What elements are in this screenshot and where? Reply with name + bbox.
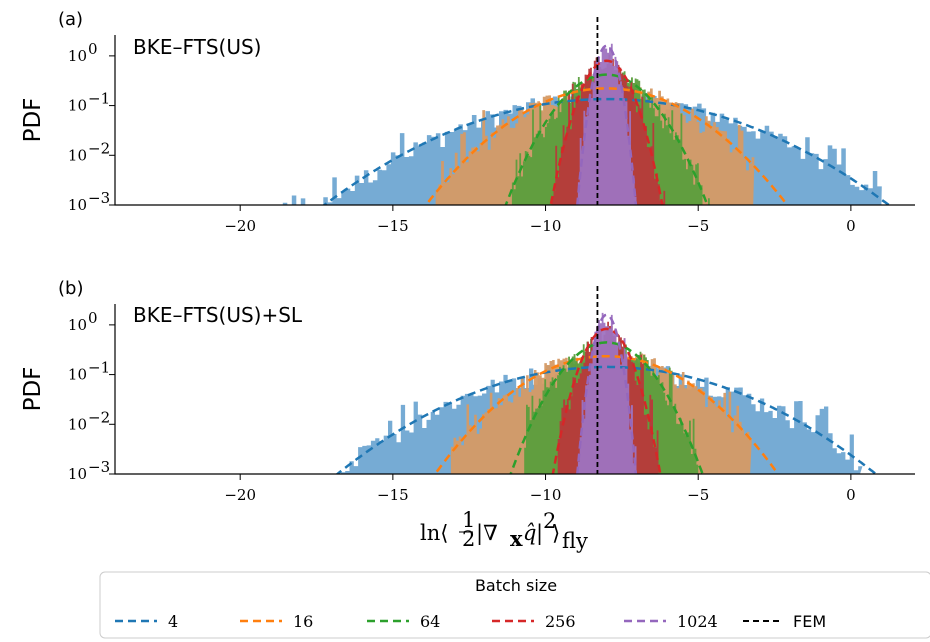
legend-label-16: 16 — [293, 612, 313, 631]
xlabel-frac-num: 1 — [462, 508, 475, 532]
panel-b-ytick-label-2: 10 — [68, 366, 87, 384]
panel-a-title: BKE–FTS(US) — [133, 35, 261, 59]
panel-a-ytick-label-2: 10 — [68, 97, 87, 115]
panel-a-ytick-label-1: 10 — [68, 146, 87, 164]
panel-b-ytick-label-1: 10 — [68, 415, 87, 433]
xlabel-qhat: q̂ — [523, 521, 536, 545]
panel-b-fit-4 — [335, 365, 878, 474]
panel-b-ytick-label-3: 10 — [68, 316, 87, 334]
panel-b-histogram-1024 — [576, 312, 641, 474]
panel-b-xtick-label-0: −20 — [224, 486, 256, 504]
panel-b-fit-16 — [433, 354, 780, 474]
panel-a-xtick-label-4: 0 — [846, 217, 856, 235]
panel-b-xtick-label-3: −5 — [687, 486, 709, 504]
panel-a-xtick-label-3: −5 — [687, 217, 709, 235]
legend-label-4: 4 — [168, 612, 178, 631]
legend-fem-label: FEM — [793, 612, 826, 631]
xlabel-sub-fly: fly — [562, 529, 588, 553]
panel-a-fit-16 — [424, 87, 789, 205]
panel-b-fit-64 — [509, 341, 704, 474]
panel-b-xtick-label-1: −15 — [377, 486, 409, 504]
xlabel-post: | — [536, 521, 543, 546]
panel-a-xtick-label-2: −10 — [530, 217, 562, 235]
panel-a-letter: (a) — [58, 9, 83, 30]
panel-b-ytick-label-0: 10 — [68, 465, 87, 483]
legend-label-64: 64 — [420, 612, 440, 631]
panel-b-xtick-label-4: 0 — [846, 486, 856, 504]
panel-a-fit-64 — [504, 73, 709, 205]
panel-a-fit-256 — [549, 59, 664, 205]
panel-a-plot-area — [273, 43, 891, 205]
x-axis-label: ln⟨ 1 2 |∇ x q̂ | 2 ⟩ fly — [420, 508, 588, 553]
panel-a-ytick-exp-0: −3 — [88, 189, 110, 207]
xlabel-mid: |∇ — [476, 521, 498, 546]
panel-b-plot-area — [335, 312, 878, 474]
panel-a-ytick-label-3: 10 — [68, 47, 87, 65]
panel-b-ytick-exp-1: −2 — [88, 408, 110, 426]
legend-frame — [99, 571, 930, 639]
legend-items: 4 16 64 256 1024 — [115, 612, 718, 631]
legend-label-256: 256 — [545, 612, 576, 631]
panel-b-axes — [114, 304, 915, 475]
legend-title: Batch size — [475, 576, 557, 595]
panel-a-xtick-label-1: −15 — [377, 217, 409, 235]
xlabel-pre: ln⟨ — [420, 521, 448, 545]
xlabel-close: ⟩ — [552, 521, 560, 545]
xlabel-sub-x: x — [510, 526, 523, 551]
panel-b-ytick-exp-2: −1 — [88, 359, 110, 377]
panel-b-ytick-exp-3: 0 — [88, 309, 98, 327]
panel-a-xtick-label-0: −20 — [224, 217, 256, 235]
xlabel-sq: 2 — [543, 509, 556, 533]
panel-a-axes — [114, 35, 915, 206]
panel-b-ylabel: PDF — [20, 367, 46, 412]
panel-b-title: BKE–FTS(US)+SL — [133, 303, 303, 327]
panel-a-ytick-exp-2: −1 — [88, 90, 110, 108]
panel-a-fit-4 — [322, 97, 891, 205]
panel-a-ytick-exp-1: −2 — [88, 139, 110, 157]
panel-a-fit-1024 — [576, 44, 638, 205]
legend: Batch size 4 16 64 256 1024 FEM — [99, 571, 930, 639]
xlabel-frac-den: 2 — [462, 527, 475, 551]
panel-b-fit-256 — [551, 327, 662, 474]
panel-a-ylabel: PDF — [20, 98, 46, 143]
panel-b-letter: (b) — [58, 278, 83, 299]
panel-a-ytick-label-0: 10 — [68, 196, 87, 214]
panel-b-ytick-exp-0: −3 — [88, 458, 110, 476]
panel-a-ytick-exp-3: 0 — [88, 40, 98, 58]
panel-b-xtick-label-2: −10 — [530, 486, 562, 504]
legend-label-1024: 1024 — [677, 612, 718, 631]
panel-b-fit-1024 — [576, 313, 638, 474]
